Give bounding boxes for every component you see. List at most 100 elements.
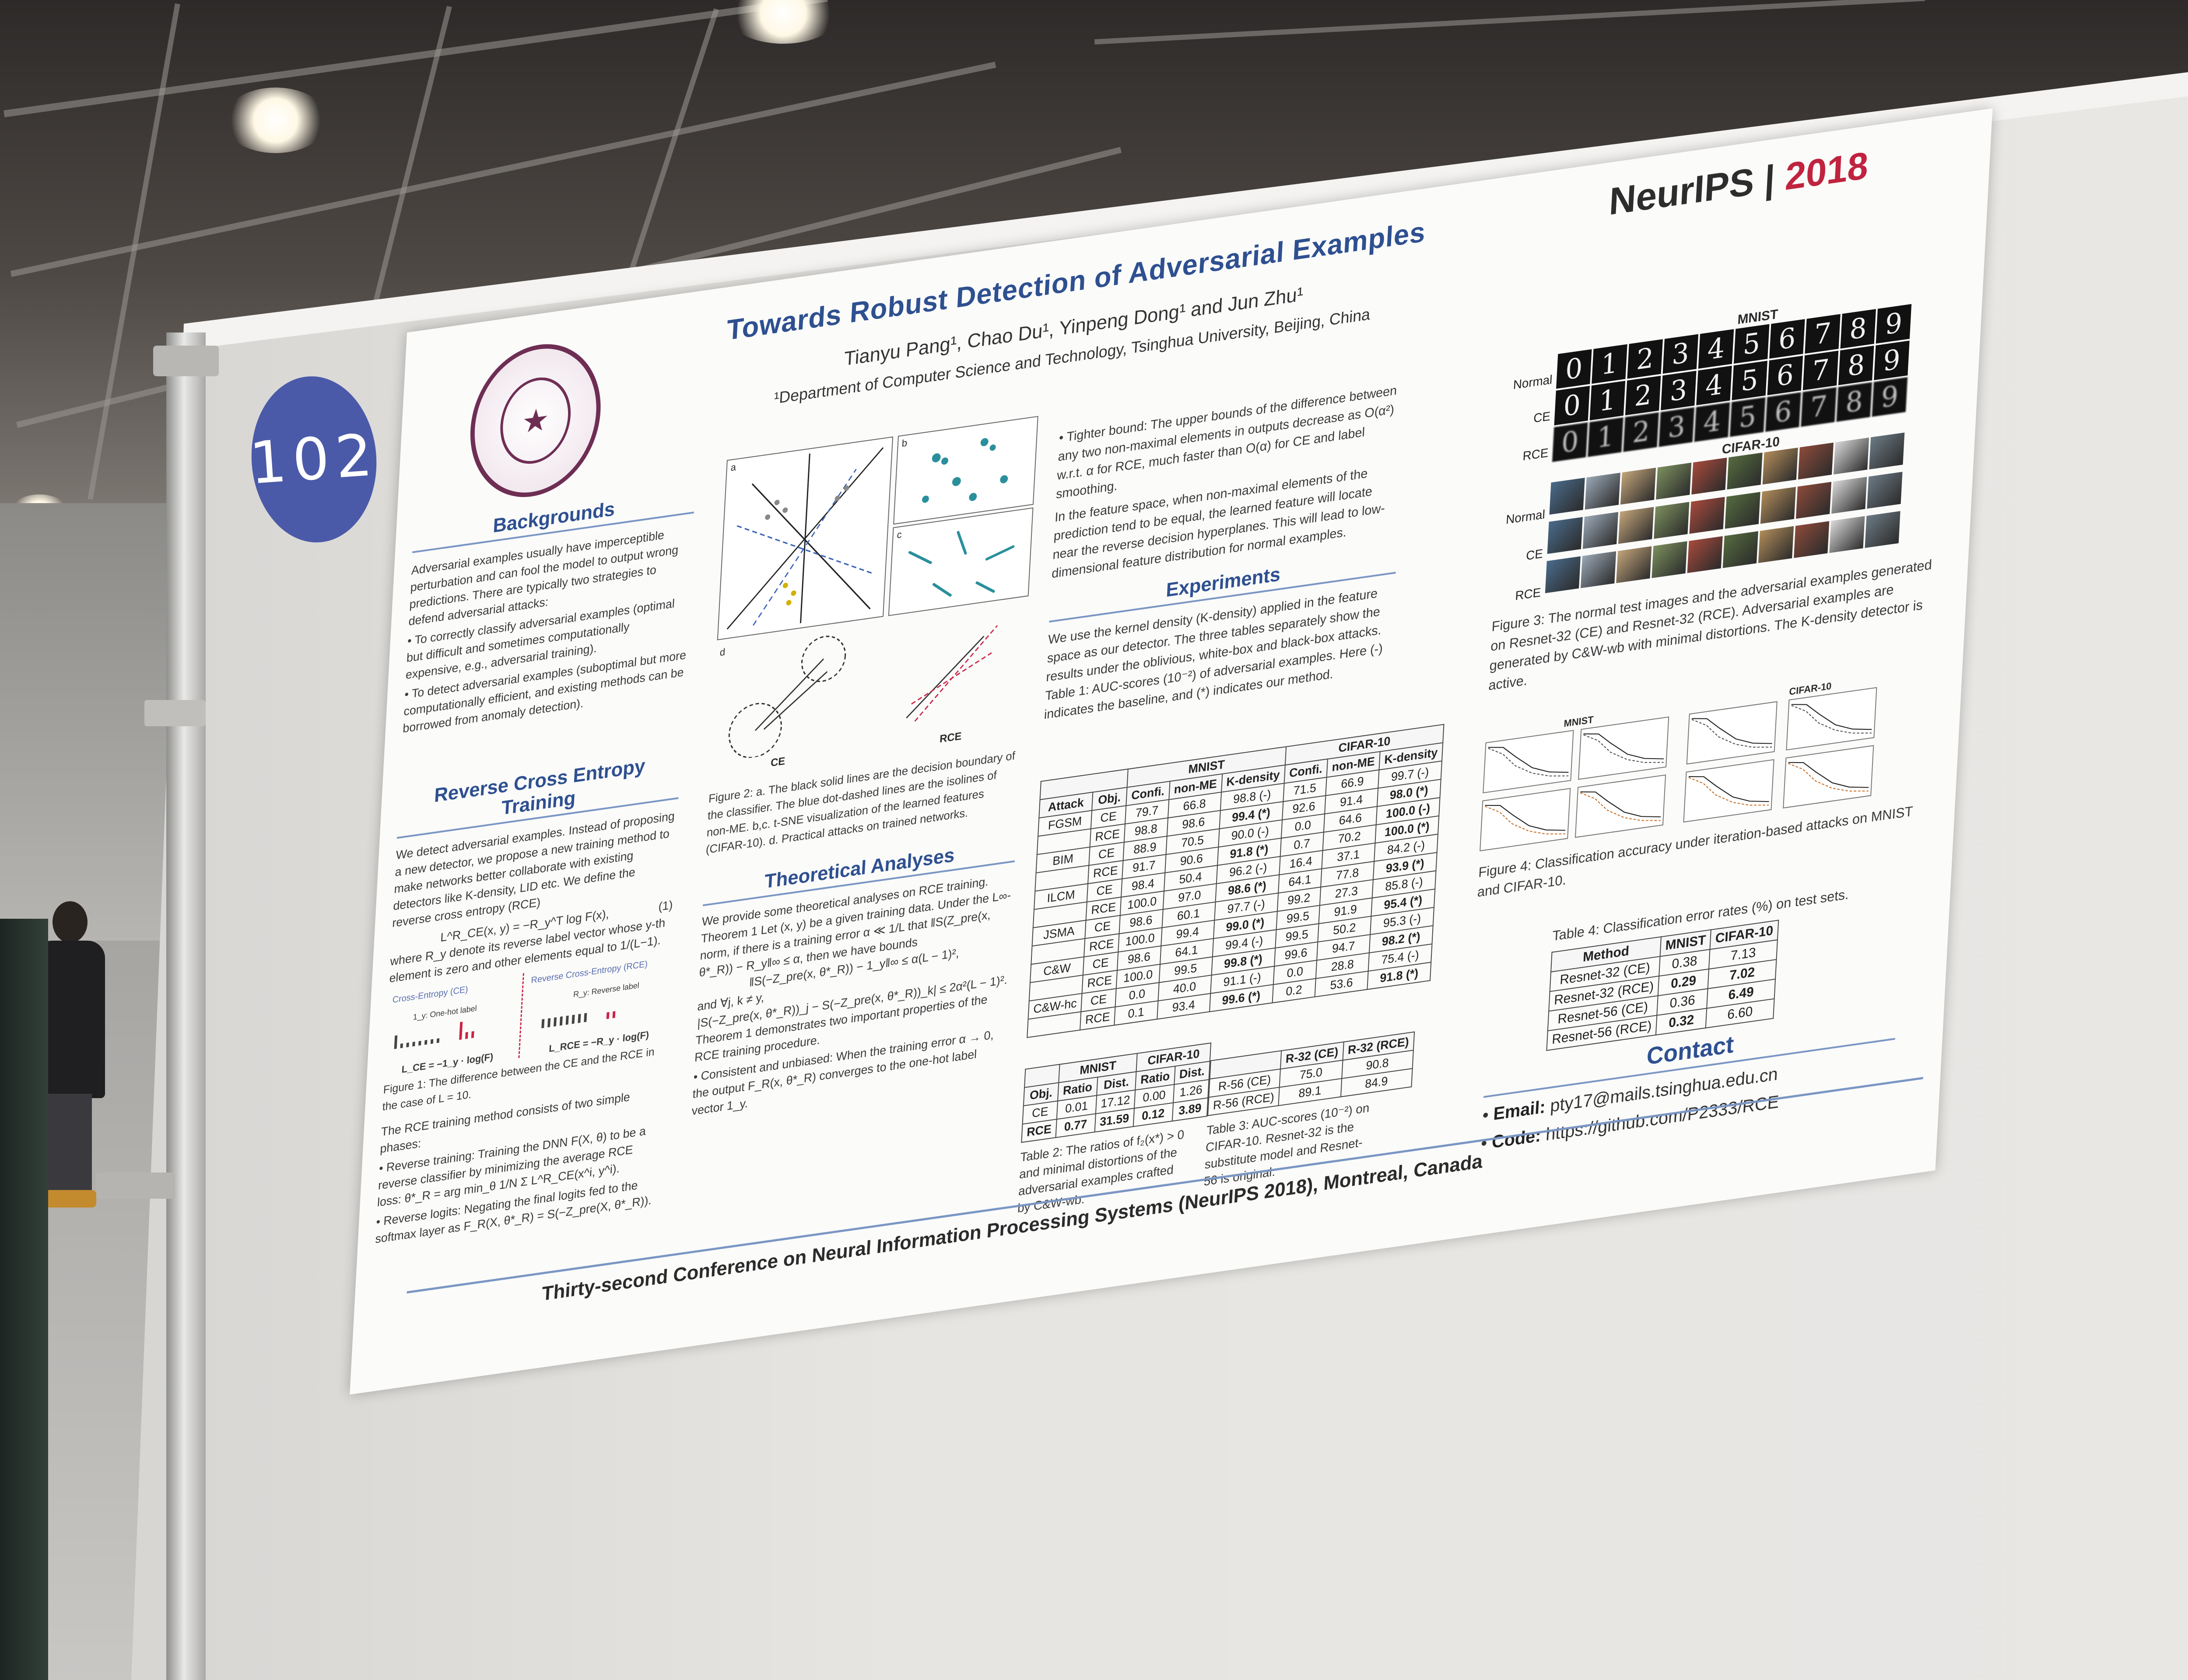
cifar-image-tile	[1582, 512, 1619, 549]
rce-equation-number: (1)	[658, 898, 673, 914]
research-poster: ★ Towards Robust Detection of Adversaria…	[350, 108, 1993, 1395]
cifar-image-tile	[1760, 486, 1796, 524]
mnist-digit-image: 2	[1625, 375, 1661, 416]
cifar-image-tile	[1795, 482, 1832, 519]
mnist-digit-image: 9	[1876, 304, 1912, 344]
mnist-digit-image: 6	[1769, 319, 1805, 359]
mnist-digit-image: 5	[1733, 324, 1770, 364]
board-pole	[166, 332, 206, 1680]
fig2-panel-d: d CE RCE	[709, 603, 1028, 781]
cifar-image-tile	[1869, 432, 1905, 469]
conference-name: NeurIPS	[1608, 160, 1756, 224]
fig4-accuracy-plot	[1578, 716, 1669, 780]
fig2-panel-a: a	[717, 436, 894, 640]
mnist-digit-image: 0	[1554, 385, 1590, 426]
mnist-digit-image: 8	[1836, 382, 1872, 422]
ceiling-lamp	[223, 88, 328, 153]
mnist-digit-image: 5	[1732, 360, 1767, 400]
theory-section: Theoretical Analyses We provide some the…	[691, 835, 1017, 1120]
cifar-image-tile	[1549, 477, 1585, 515]
attendee-legs	[48, 1094, 92, 1194]
mnist-digit-image: 4	[1694, 402, 1730, 442]
pole-clamp	[96, 1172, 175, 1199]
fig2-panel-c-label: c	[896, 528, 902, 541]
fig3-row-label: RCE	[1515, 585, 1541, 603]
cifar-image-tile	[1798, 442, 1834, 480]
fig4-curve	[1688, 776, 1769, 806]
fig4-accuracy-plot	[1483, 730, 1574, 794]
cifar-image-tile	[1585, 472, 1620, 510]
figure-3: MNIST Normal 0 1 2 3 4 5 6 7 8 9 CE 0 1 2 3 4 5 6 7 8 9 RCE 0 1 2…	[1488, 281, 1962, 696]
ceiling-lamp	[726, 0, 840, 44]
fig2-panel-a-label: a	[730, 461, 736, 473]
cifar-image-tile	[1687, 536, 1723, 573]
conference-separator: |	[1753, 155, 1787, 203]
cifar-image-tile	[1618, 507, 1654, 544]
mnist-digit-image: 4	[1698, 329, 1734, 369]
cifar-image-tile	[1829, 516, 1865, 553]
figure-4: MNIST CIFAR-10 Figure 4: Classification …	[1476, 665, 1941, 916]
cifar-image-tile	[1616, 546, 1652, 583]
mnist-digit-image: 7	[1802, 350, 1839, 390]
pole-clamp	[153, 346, 219, 376]
conference-year: 2018	[1784, 144, 1869, 199]
fig4-accuracy-plot	[1480, 788, 1571, 851]
fig2-rce-label: RCE	[939, 730, 962, 746]
blackbox-table: R-32 (CE) R-32 (RCE) R-56 (CE) 75.0 90.8 R-5…	[1207, 1032, 1415, 1116]
fig2-decision-boundary-plot	[726, 447, 884, 630]
fig2-ce-label: CE	[770, 755, 785, 770]
fig4-curve	[1488, 747, 1569, 777]
mnist-digit-image: 9	[1872, 377, 1908, 417]
fig4-curve	[1788, 762, 1869, 792]
fig2-tsne-plot-b	[922, 438, 1008, 503]
fig4-curve	[1791, 704, 1872, 734]
backgrounds-section: Backgrounds Adversarial examples usually…	[402, 486, 695, 737]
fig2-panel-c: c	[888, 507, 1034, 616]
fig4-plot-grid	[1480, 665, 1941, 851]
fig3-row-label: Normal	[1513, 372, 1553, 392]
cifar-image-tile	[1833, 438, 1869, 475]
rce-section: Reverse Cross Entropy Training We detect…	[375, 750, 681, 1248]
ceiling-truss	[4, 0, 828, 118]
fig2-panel-d-label: d	[719, 646, 726, 658]
cifar-image-tile	[1545, 556, 1581, 593]
university-seal: ★	[466, 336, 605, 506]
fig4-accuracy-plot	[1683, 759, 1774, 823]
fig4-accuracy-plot	[1686, 701, 1778, 765]
mnist-digit-image: 6	[1765, 392, 1801, 432]
cifar-image-tile	[1727, 452, 1763, 490]
mnist-digit-image: 8	[1838, 346, 1874, 385]
mnist-digit-image: 1	[1588, 417, 1623, 457]
cifar-image-tile	[1831, 476, 1867, 514]
ceiling-truss	[1094, 0, 1925, 45]
foreground-board-edge	[0, 919, 48, 1680]
mnist-digit-image: 0	[1556, 349, 1592, 389]
figure-1: Cross-Entropy (CE) Reverse Cross-Entropy…	[384, 952, 670, 1082]
mnist-digit-image: 3	[1661, 371, 1697, 410]
cifar-image-tile	[1689, 497, 1725, 534]
poster-number: 102	[247, 421, 381, 498]
fig3-row-label: RCE	[1522, 445, 1549, 463]
contact-email-label: Email:	[1493, 1097, 1546, 1124]
fig1-bar-graphic	[394, 1011, 616, 1049]
cifar-image-tile	[1620, 468, 1656, 505]
mnist-digit-image: 2	[1623, 412, 1659, 452]
fig2-attack-diagram	[728, 625, 998, 759]
fig4-accuracy-plot	[1786, 687, 1877, 751]
cifar-image-tile	[1725, 492, 1760, 529]
mnist-digit-image: 7	[1805, 314, 1841, 354]
mnist-digit-image: 5	[1729, 397, 1766, 437]
mnist-digit-image: 0	[1552, 422, 1588, 462]
auc-table: MNIST CIFAR-10 Attack Obj. Confi. non-ME K-d…	[1027, 724, 1444, 1038]
mnist-digit-image: 6	[1767, 355, 1803, 396]
fig4-curve	[1583, 733, 1664, 763]
fig4-curve	[1691, 718, 1772, 748]
attendee-head	[53, 901, 88, 943]
fig4-accuracy-plot	[1783, 745, 1874, 808]
cifar-image-tile	[1654, 502, 1690, 539]
cifar-image-tile	[1652, 541, 1687, 578]
mnist-digit-image: 2	[1627, 339, 1663, 379]
cifar-image-tile	[1691, 458, 1727, 495]
fig4-accuracy-plot	[1574, 774, 1666, 838]
fig4-curve	[1580, 791, 1661, 821]
